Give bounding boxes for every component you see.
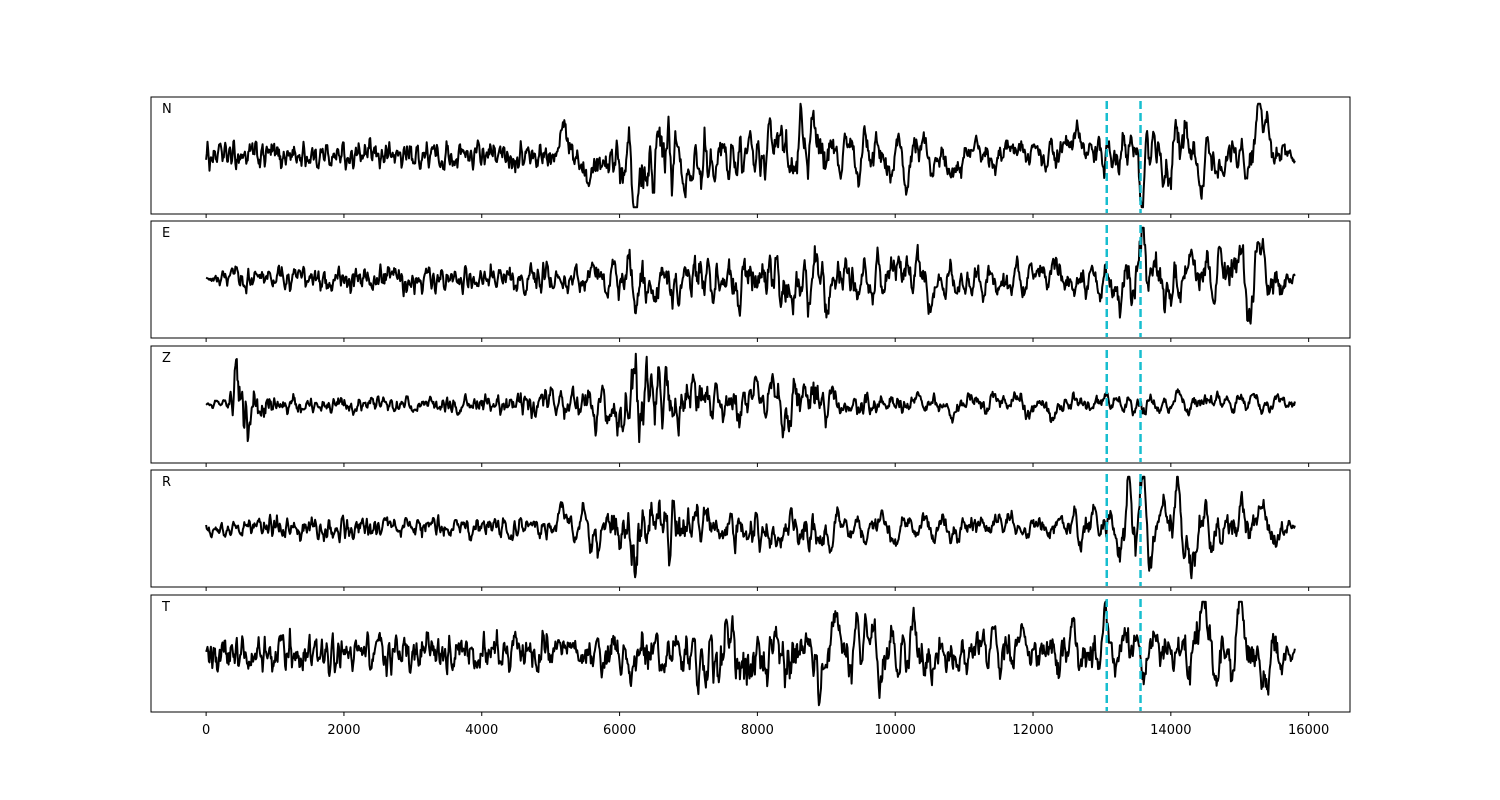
x-tick-label: 0 (202, 723, 210, 738)
panel-label: Z (162, 351, 171, 366)
panel-frame (150, 469, 1351, 588)
panel-label: N (162, 102, 172, 117)
panel-label: T (161, 600, 170, 615)
x-tick-label: 12000 (1012, 723, 1053, 738)
panel-frame (150, 96, 1351, 215)
panel-frame (150, 345, 1351, 464)
x-tick-label: 2000 (327, 723, 360, 738)
panel-label: E (162, 226, 170, 241)
waveform-trace (205, 475, 1296, 580)
x-tick-label: 4000 (465, 723, 498, 738)
x-tick-label: 14000 (1150, 723, 1191, 738)
panel-z: Z (150, 345, 1351, 467)
waveform-trace (205, 226, 1296, 325)
x-tick-label: 8000 (741, 723, 774, 738)
waveform-trace (205, 600, 1296, 707)
panel-r: R (150, 469, 1351, 591)
waveform-trace (205, 102, 1296, 209)
panel-t: T (150, 594, 1351, 716)
panel-n: N (150, 96, 1351, 218)
panel-frame (150, 220, 1351, 339)
x-tick-label: 10000 (875, 723, 916, 738)
panel-label: R (162, 475, 171, 490)
x-tick-label: 6000 (603, 723, 636, 738)
x-tick-label: 16000 (1288, 723, 1329, 738)
waveform-trace (205, 352, 1296, 444)
panel-frame (150, 594, 1351, 713)
panel-e: E (150, 220, 1351, 342)
